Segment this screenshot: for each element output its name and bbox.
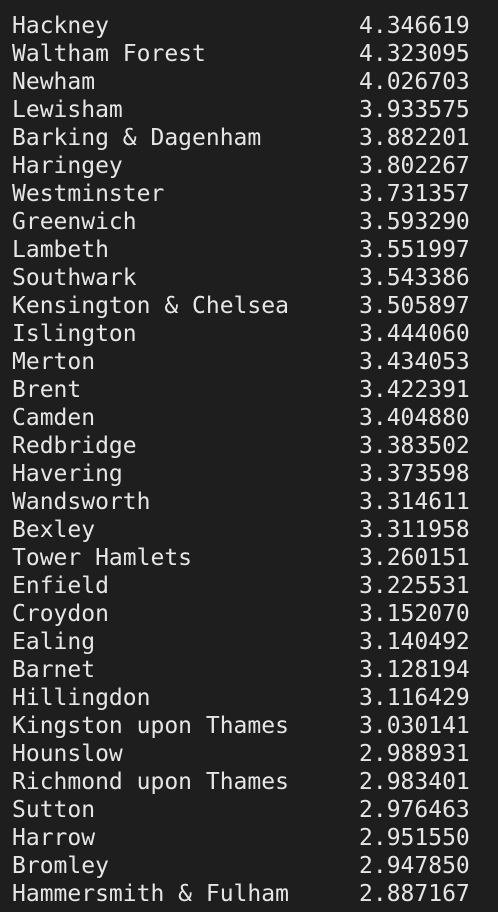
table-row: Barking & Dagenham 3.882201 — [12, 124, 498, 152]
borough-name: Tower Hamlets — [12, 545, 193, 571]
table-row: Hillingdon 3.116429 — [12, 684, 498, 712]
borough-name: Lambeth — [12, 237, 109, 263]
borough-name: Sutton — [12, 797, 96, 823]
borough-name: Wandsworth — [12, 489, 151, 515]
borough-value: 3.551997 — [359, 237, 470, 263]
borough-value: 3.152070 — [359, 601, 470, 627]
borough-name: Ealing — [12, 629, 96, 655]
borough-name: Bexley — [12, 517, 96, 543]
borough-value: 3.311958 — [359, 517, 470, 543]
borough-name: Greenwich — [12, 209, 137, 235]
borough-name: Hammersmith & Fulham — [12, 881, 289, 907]
borough-name: Westminster — [12, 181, 165, 207]
table-row: Havering 3.373598 — [12, 460, 498, 488]
table-row: Bromley 2.947850 — [12, 852, 498, 880]
table-row: Kingston upon Thames 3.030141 — [12, 712, 498, 740]
borough-value: 4.346619 — [359, 13, 470, 39]
borough-name: Brent — [12, 377, 82, 403]
borough-value: 2.988931 — [359, 741, 470, 767]
borough-name: Barking & Dagenham — [12, 125, 262, 151]
borough-value: 2.983401 — [359, 769, 470, 795]
borough-value: 3.434053 — [359, 349, 470, 375]
table-row: Westminster 3.731357 — [12, 180, 498, 208]
borough-name: Havering — [12, 461, 123, 487]
table-row: Tower Hamlets 3.260151 — [12, 544, 498, 572]
borough-value: 3.373598 — [359, 461, 470, 487]
borough-value: 2.947850 — [359, 853, 470, 879]
borough-name: Redbridge — [12, 433, 137, 459]
borough-value: 3.422391 — [359, 377, 470, 403]
table-row: Richmond upon Thames 2.983401 — [12, 768, 498, 796]
table-row: Camden 3.404880 — [12, 404, 498, 432]
borough-value: 2.951550 — [359, 825, 470, 851]
borough-value: 3.731357 — [359, 181, 470, 207]
table-row: Merton 3.434053 — [12, 348, 498, 376]
borough-value: 3.030141 — [359, 713, 470, 739]
table-row: Hackney 4.346619 — [12, 12, 498, 40]
table-row: Croydon 3.152070 — [12, 600, 498, 628]
borough-name: Kingston upon Thames — [12, 713, 289, 739]
borough-name: Barnet — [12, 657, 96, 683]
borough-value: 3.404880 — [359, 405, 470, 431]
table-row: Hammersmith & Fulham 2.887167 — [12, 880, 498, 908]
table-row: Brent 3.422391 — [12, 376, 498, 404]
borough-value: 3.593290 — [359, 209, 470, 235]
table-row: Hounslow 2.988931 — [12, 740, 498, 768]
table-row: Wandsworth 3.314611 — [12, 488, 498, 516]
borough-name: Croydon — [12, 601, 109, 627]
borough-name: Waltham Forest — [12, 41, 206, 67]
borough-name: Newham — [12, 69, 96, 95]
table-row: Newham 4.026703 — [12, 68, 498, 96]
borough-name: Enfield — [12, 573, 109, 599]
table-row: Lewisham 3.933575 — [12, 96, 498, 124]
borough-value: 3.314611 — [359, 489, 470, 515]
borough-name: Richmond upon Thames — [12, 769, 289, 795]
borough-name: Islington — [12, 321, 137, 347]
borough-name: Hackney — [12, 13, 109, 39]
borough-value: 3.933575 — [359, 97, 470, 123]
borough-name: Bromley — [12, 853, 109, 879]
borough-name: Merton — [12, 349, 96, 375]
table-row: Greenwich 3.593290 — [12, 208, 498, 236]
borough-value: 3.882201 — [359, 125, 470, 151]
borough-value: 3.802267 — [359, 153, 470, 179]
table-row: Bexley 3.311958 — [12, 516, 498, 544]
borough-value: 2.976463 — [359, 797, 470, 823]
table-row: Southwark 3.543386 — [12, 264, 498, 292]
table-row: Lambeth 3.551997 — [12, 236, 498, 264]
borough-value: 3.225531 — [359, 573, 470, 599]
borough-name: Kensington & Chelsea — [12, 293, 289, 319]
table-row: Haringey 3.802267 — [12, 152, 498, 180]
table-row: Redbridge 3.383502 — [12, 432, 498, 460]
borough-name: Haringey — [12, 153, 123, 179]
borough-value: 3.260151 — [359, 545, 470, 571]
borough-name: Hounslow — [12, 741, 123, 767]
table-row: Enfield 3.225531 — [12, 572, 498, 600]
table-row: Kensington & Chelsea 3.505897 — [12, 292, 498, 320]
table-row: Barnet 3.128194 — [12, 656, 498, 684]
borough-value: 3.116429 — [359, 685, 470, 711]
table-row: Sutton 2.976463 — [12, 796, 498, 824]
borough-name: Hillingdon — [12, 685, 151, 711]
borough-value: 3.505897 — [359, 293, 470, 319]
table-row: Ealing 3.140492 — [12, 628, 498, 656]
borough-value: 4.026703 — [359, 69, 470, 95]
borough-value: 3.128194 — [359, 657, 470, 683]
table-row: Harrow 2.951550 — [12, 824, 498, 852]
borough-name: Harrow — [12, 825, 96, 851]
table-row: Waltham Forest 4.323095 — [12, 40, 498, 68]
borough-value: 3.444060 — [359, 321, 470, 347]
borough-value: 3.543386 — [359, 265, 470, 291]
borough-value: 3.140492 — [359, 629, 470, 655]
borough-value: 3.383502 — [359, 433, 470, 459]
borough-value: 2.887167 — [359, 881, 470, 907]
borough-name: Camden — [12, 405, 96, 431]
borough-name: Lewisham — [12, 97, 123, 123]
borough-name: Southwark — [12, 265, 137, 291]
borough-value: 4.323095 — [359, 41, 470, 67]
table-row: Islington 3.444060 — [12, 320, 498, 348]
